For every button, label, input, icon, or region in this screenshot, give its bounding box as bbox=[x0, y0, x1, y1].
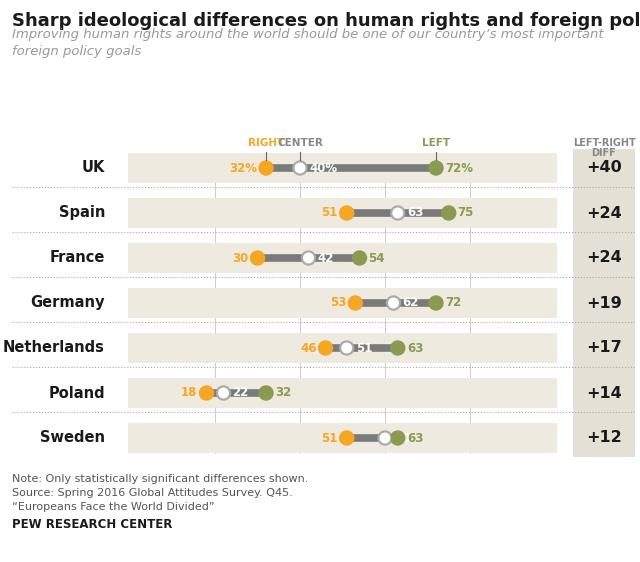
Text: Sharp ideological differences on human rights and foreign policy: Sharp ideological differences on human r… bbox=[12, 12, 640, 30]
Text: 54: 54 bbox=[369, 252, 385, 265]
Text: 40%: 40% bbox=[309, 161, 337, 174]
Bar bbox=[128, 378, 557, 408]
Text: 18: 18 bbox=[181, 387, 198, 400]
Bar bbox=[573, 149, 635, 457]
Text: +24: +24 bbox=[586, 251, 622, 265]
Text: LEFT-RIGHT: LEFT-RIGHT bbox=[573, 138, 636, 148]
Circle shape bbox=[393, 208, 403, 218]
Bar bbox=[128, 198, 557, 228]
Circle shape bbox=[387, 296, 401, 310]
Circle shape bbox=[301, 251, 316, 265]
Text: UK: UK bbox=[82, 161, 105, 175]
Circle shape bbox=[250, 251, 264, 265]
Text: +24: +24 bbox=[586, 206, 622, 220]
Text: 63: 63 bbox=[407, 432, 423, 445]
Circle shape bbox=[340, 431, 354, 445]
Circle shape bbox=[216, 386, 230, 400]
Circle shape bbox=[378, 431, 392, 445]
Text: PEW RESEARCH CENTER: PEW RESEARCH CENTER bbox=[12, 518, 172, 531]
Text: 63: 63 bbox=[407, 206, 423, 220]
Text: 63: 63 bbox=[407, 342, 423, 355]
Text: Germany: Germany bbox=[31, 296, 105, 310]
Circle shape bbox=[200, 386, 214, 400]
Circle shape bbox=[259, 161, 273, 175]
Text: Improving human rights around the world should be one of our country’s most impo: Improving human rights around the world … bbox=[12, 28, 604, 58]
Text: 60: 60 bbox=[394, 432, 410, 445]
Text: +17: +17 bbox=[586, 341, 622, 356]
Text: LEFT: LEFT bbox=[422, 138, 450, 148]
Circle shape bbox=[353, 251, 367, 265]
Circle shape bbox=[391, 341, 404, 355]
Text: Spain: Spain bbox=[59, 206, 105, 220]
Circle shape bbox=[442, 206, 456, 220]
Text: +19: +19 bbox=[586, 296, 622, 310]
Text: 51: 51 bbox=[356, 342, 372, 355]
Circle shape bbox=[295, 163, 305, 173]
Circle shape bbox=[348, 296, 362, 310]
Text: Sweden: Sweden bbox=[40, 430, 105, 446]
Text: 72%: 72% bbox=[445, 161, 473, 174]
Text: 53: 53 bbox=[330, 297, 346, 310]
Text: France: France bbox=[50, 251, 105, 265]
Circle shape bbox=[342, 343, 351, 353]
Circle shape bbox=[391, 206, 404, 220]
Bar bbox=[128, 243, 557, 273]
Bar bbox=[128, 423, 557, 453]
Circle shape bbox=[429, 296, 443, 310]
Text: 46: 46 bbox=[300, 342, 317, 355]
Text: 72: 72 bbox=[445, 297, 461, 310]
Text: 51: 51 bbox=[321, 432, 338, 445]
Bar bbox=[128, 333, 557, 363]
Text: 30: 30 bbox=[232, 252, 248, 265]
Circle shape bbox=[319, 341, 333, 355]
Text: RIGHT: RIGHT bbox=[248, 138, 284, 148]
Text: 22: 22 bbox=[232, 387, 249, 400]
Circle shape bbox=[388, 298, 398, 308]
Text: Source: Spring 2016 Global Attitudes Survey. Q45.: Source: Spring 2016 Global Attitudes Sur… bbox=[12, 488, 292, 498]
Text: +12: +12 bbox=[586, 430, 622, 446]
Text: 62: 62 bbox=[403, 297, 419, 310]
Text: Poland: Poland bbox=[49, 386, 105, 401]
Text: 75: 75 bbox=[458, 206, 474, 220]
Text: +14: +14 bbox=[586, 386, 622, 401]
Circle shape bbox=[293, 161, 307, 175]
Text: +40: +40 bbox=[586, 161, 622, 175]
Text: CENTER: CENTER bbox=[277, 138, 323, 148]
Bar bbox=[128, 153, 557, 183]
Text: 42: 42 bbox=[317, 252, 334, 265]
Text: Netherlands: Netherlands bbox=[3, 341, 105, 356]
Text: 32: 32 bbox=[275, 387, 291, 400]
Text: DIFF: DIFF bbox=[591, 148, 616, 158]
Text: Note: Only statistically significant differences shown.: Note: Only statistically significant dif… bbox=[12, 474, 308, 484]
Circle shape bbox=[259, 386, 273, 400]
Circle shape bbox=[380, 433, 390, 443]
Circle shape bbox=[340, 206, 354, 220]
Circle shape bbox=[304, 253, 314, 263]
Text: 51: 51 bbox=[321, 206, 338, 220]
Text: 32%: 32% bbox=[229, 161, 257, 174]
Circle shape bbox=[219, 388, 228, 398]
Circle shape bbox=[340, 341, 354, 355]
Circle shape bbox=[391, 431, 404, 445]
Text: “Europeans Face the World Divided”: “Europeans Face the World Divided” bbox=[12, 502, 214, 512]
Circle shape bbox=[429, 161, 443, 175]
Bar bbox=[128, 288, 557, 318]
